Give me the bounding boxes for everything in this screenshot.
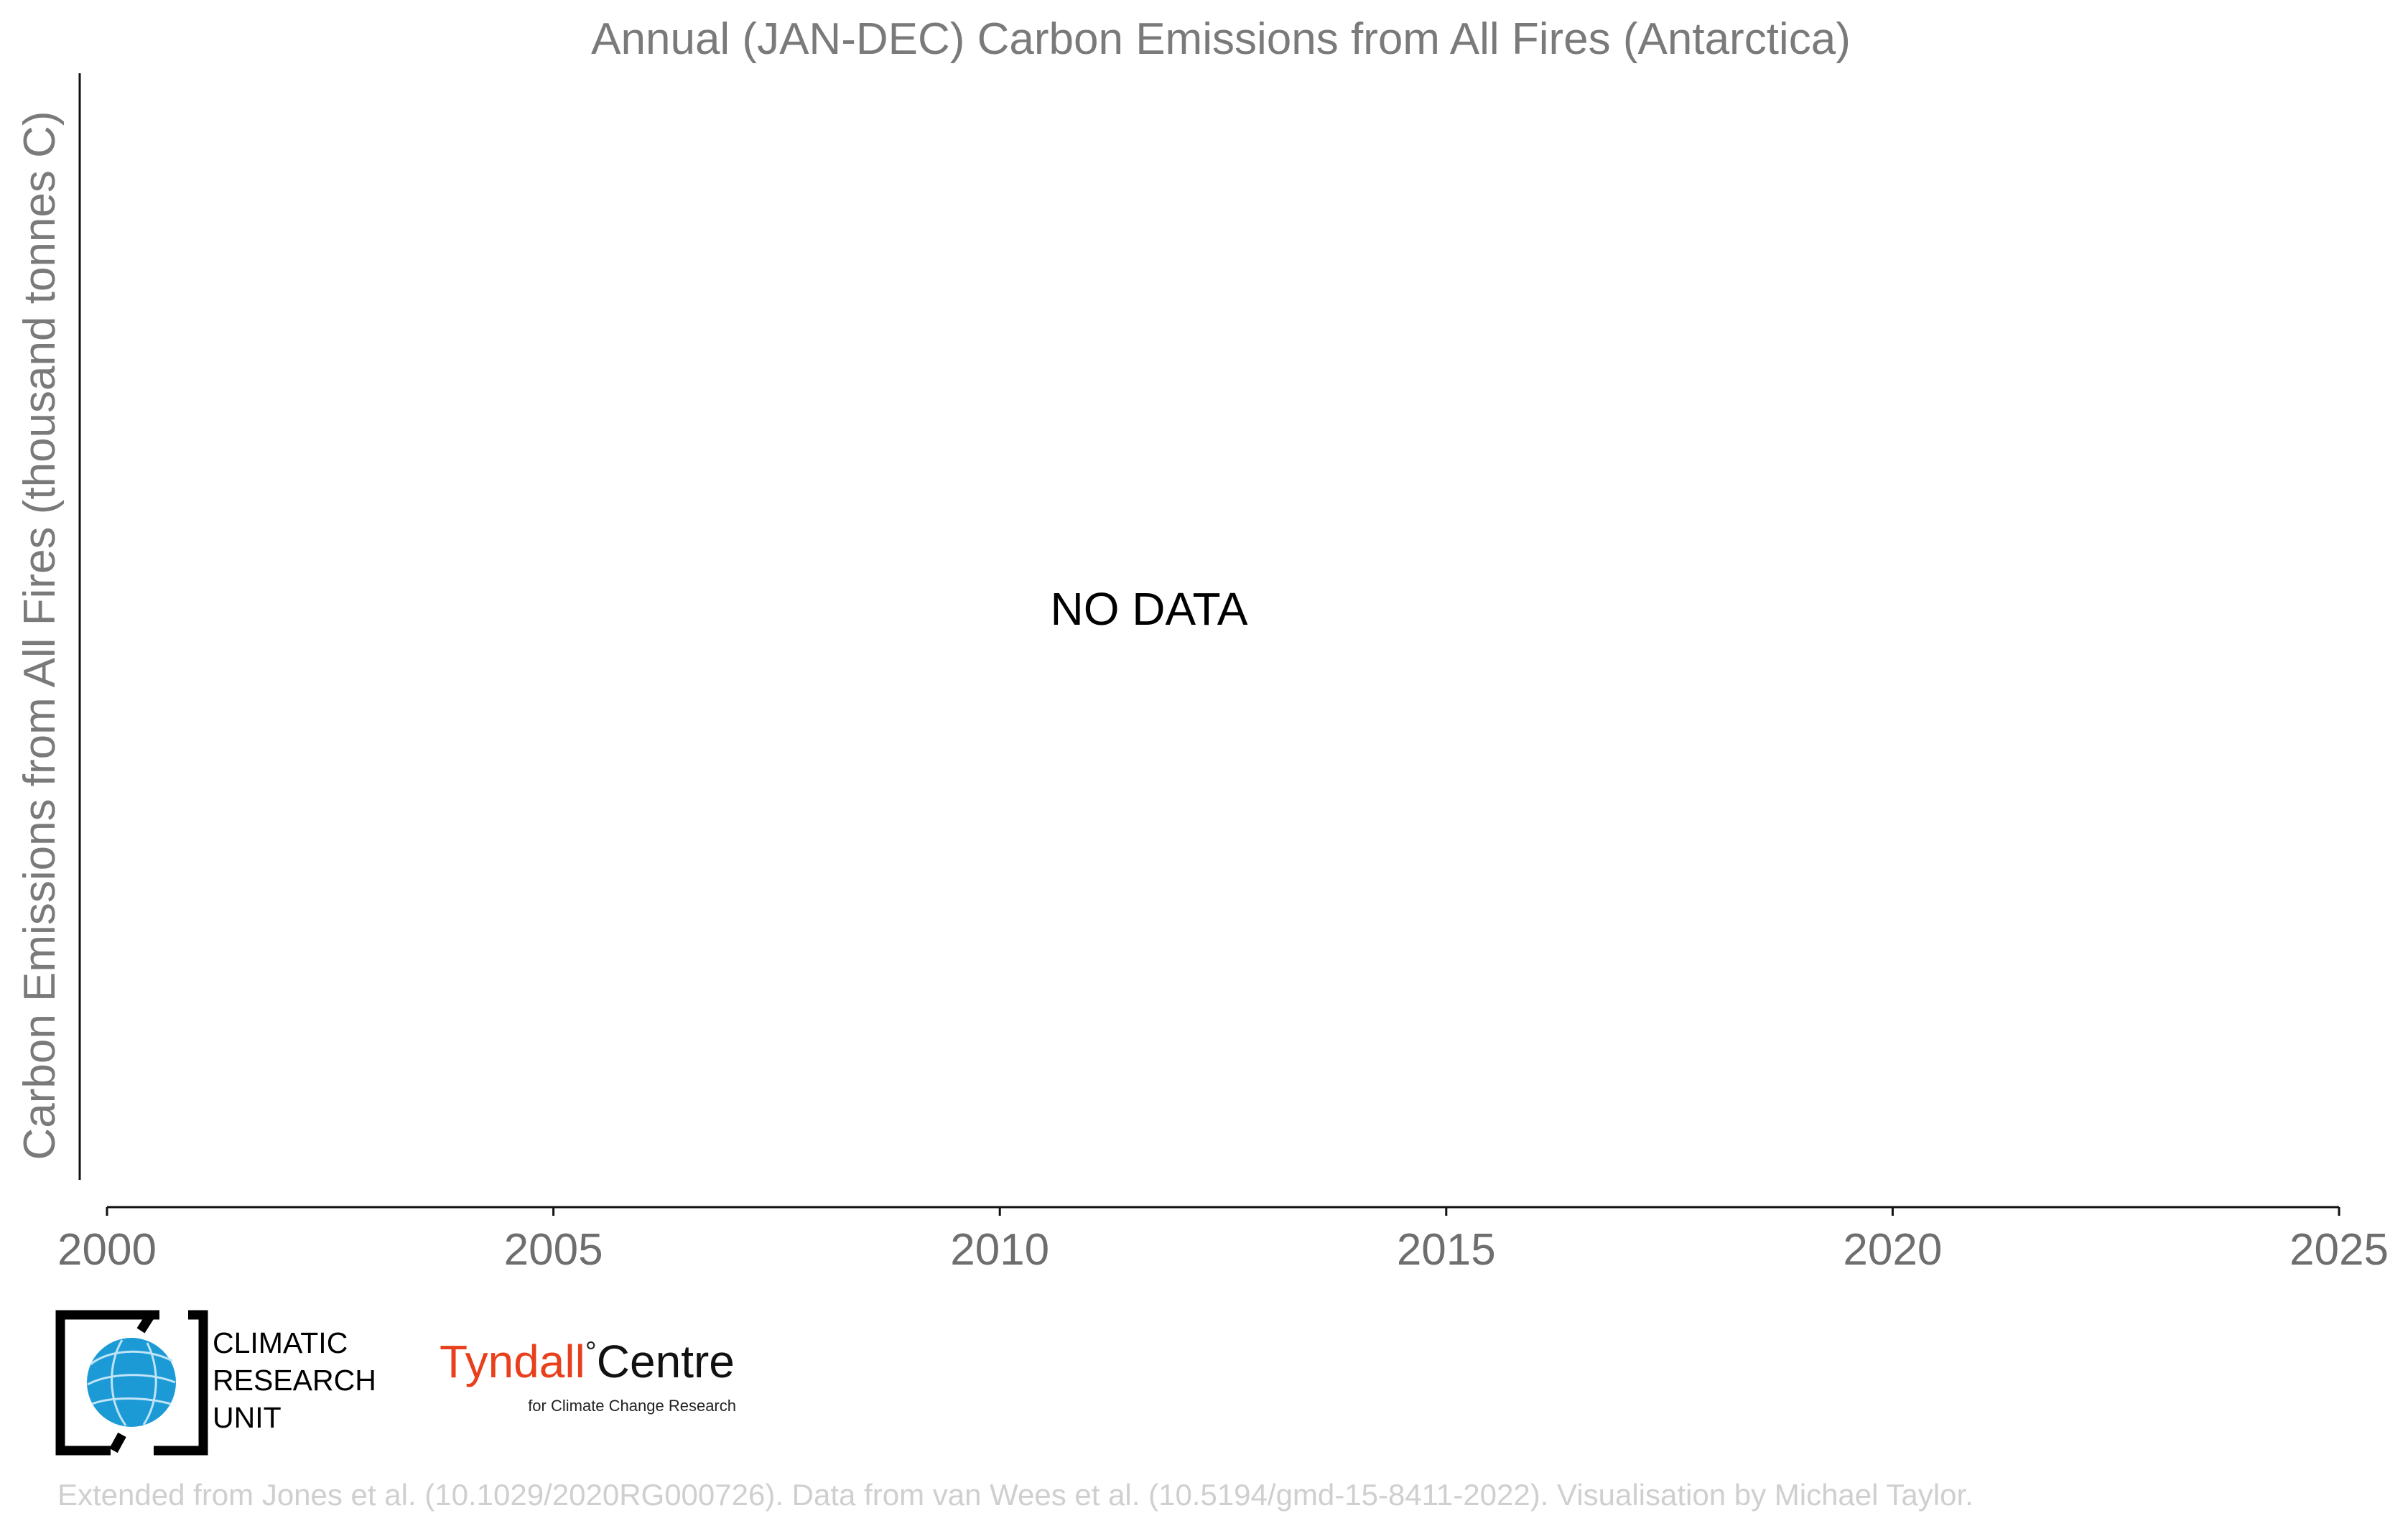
y-axis-label: Carbon Emissions from All Fires (thousan…	[15, 111, 65, 1160]
cru-line-3: UNIT	[213, 1401, 282, 1434]
cru-bracket-icon	[55, 1310, 208, 1456]
tyndall-logo: Tyndall°Centre for Climate Change Resear…	[440, 1336, 736, 1415]
tyndall-name: Tyndall°Centre	[440, 1336, 735, 1387]
x-tick-label: 2010	[950, 1225, 1049, 1275]
x-axis-ticks: 2000 2005 2010 2015 2020 2025	[57, 1207, 2389, 1275]
cru-line-1: CLIMATIC	[213, 1326, 348, 1359]
cru-logo: CLIMATIC RESEARCH UNIT	[55, 1310, 376, 1456]
x-tick-label: 2015	[1397, 1225, 1496, 1275]
x-tick-label: 2025	[2290, 1225, 2389, 1275]
footer-credit: Extended from Jones et al. (10.1029/2020…	[57, 1478, 1974, 1512]
x-tick-label: 2005	[504, 1225, 603, 1275]
chart-title: Annual (JAN-DEC) Carbon Emissions from A…	[591, 14, 1851, 64]
cru-globe-icon	[87, 1338, 176, 1427]
tyndall-subtitle: for Climate Change Research	[528, 1397, 736, 1415]
x-tick-label: 2020	[1843, 1225, 1942, 1275]
cru-line-2: RESEARCH	[213, 1364, 376, 1397]
no-data-annotation: NO DATA	[1051, 583, 1248, 635]
x-tick-label: 2000	[57, 1225, 157, 1275]
